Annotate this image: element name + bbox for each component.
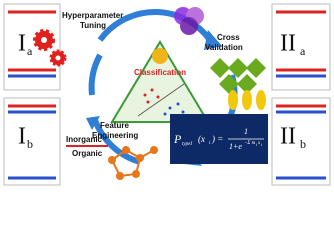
formula-den: 1+e: [229, 142, 242, 151]
atom: [108, 156, 116, 164]
panel-sub: a: [27, 44, 33, 58]
hyperparameter-label: Hyperparameter: [62, 11, 123, 20]
diamonds: [210, 58, 266, 94]
panel-ib: I b: [3, 97, 61, 186]
gears: [33, 29, 67, 67]
atom: [132, 170, 140, 178]
atom: [122, 146, 130, 154]
formula-exp: −Σ m: [244, 141, 256, 146]
arrowhead: [86, 116, 100, 130]
formula-arg-sub: i: [209, 141, 211, 146]
scatter-icon: [137, 83, 185, 117]
dot: [146, 100, 150, 104]
diamond: [237, 74, 257, 94]
panel-label: II: [280, 124, 296, 150]
dot: [156, 95, 160, 99]
venn: [174, 7, 204, 35]
formula-exp-sub: i: [256, 142, 257, 147]
inorganic-label: Inorganic: [66, 135, 103, 144]
organic-label: Organic: [72, 149, 103, 158]
arc: [92, 118, 141, 165]
formula-exp-x: x: [257, 141, 261, 146]
formula-p-sub: typeI: [182, 142, 192, 147]
panel-iib: II b: [271, 97, 331, 186]
panel-sub: b: [27, 137, 33, 151]
panel-label: I: [18, 31, 26, 57]
arc: [88, 53, 103, 96]
validation-label: Validation: [205, 43, 243, 52]
venn-circle: [180, 17, 198, 35]
engineering-label: Engineering: [92, 131, 138, 140]
atom: [150, 146, 158, 154]
panel-sub: a: [300, 44, 306, 58]
panel-iia: II a: [271, 3, 331, 91]
diamond: [210, 58, 230, 78]
formula: P typeI (x i ) = 1 1+e −Σ m i x i: [173, 127, 264, 151]
ellipse: [242, 90, 252, 110]
diamond: [228, 58, 248, 78]
triangle: [110, 40, 210, 123]
ellipses: [228, 90, 266, 110]
gear-hole: [41, 37, 47, 43]
arc: [97, 9, 213, 42]
cross-label: Cross: [217, 33, 240, 42]
diamond: [219, 74, 239, 94]
feature-label: Feature: [100, 121, 129, 130]
formula-eq: ) =: [211, 134, 223, 144]
panel-sub: b: [300, 137, 306, 151]
dot: [181, 110, 185, 114]
formula-exp-sub: i: [261, 142, 262, 147]
formula-num: 1: [244, 127, 248, 136]
atom: [136, 154, 144, 162]
formula-arg: (x: [198, 134, 205, 144]
ellipse: [256, 90, 266, 110]
gear-hole: [55, 55, 61, 61]
dot: [143, 93, 147, 97]
ellipse: [228, 90, 238, 110]
formula-p: P: [173, 132, 182, 146]
dot: [168, 106, 172, 110]
ml-icon: [152, 48, 168, 64]
arrowhead: [204, 30, 222, 50]
dot: [176, 102, 180, 106]
diamond: [246, 58, 266, 78]
molecule: [108, 146, 158, 180]
panel-label: II: [280, 31, 296, 57]
atom: [116, 172, 124, 180]
dot: [150, 88, 154, 92]
dot: [163, 112, 167, 116]
tuning-label: Tuning: [80, 21, 106, 30]
divider: [137, 83, 185, 117]
classification-label: Classification: [134, 68, 186, 77]
panel-label: I: [18, 124, 26, 150]
graphical-abstract: I a I b II a II b: [3, 3, 331, 186]
